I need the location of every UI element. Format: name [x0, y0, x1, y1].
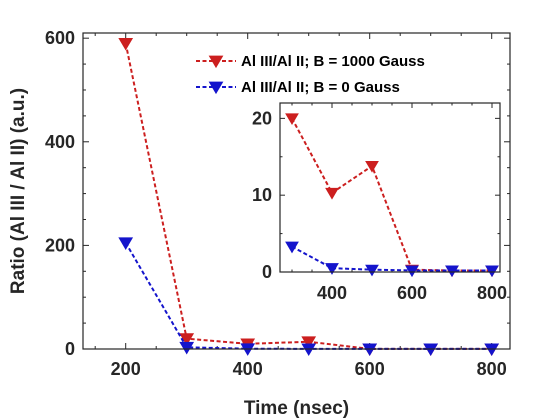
inset-data-point-1 [405, 265, 419, 278]
main-data-point-1 [118, 237, 134, 250]
inset-y-tick-label: 0 [262, 262, 272, 282]
inset-data-point-1 [485, 265, 499, 278]
inset-plot: 400 600 800 0 10 20 [252, 102, 507, 303]
main-data-point-0 [179, 333, 195, 346]
main-y-tick-label: 600 [45, 28, 75, 48]
main-data-point-0 [118, 37, 134, 51]
main-axes-frame [82, 32, 511, 350]
inset-y-tick-label: 20 [252, 108, 272, 128]
legend-label-1: Al III/Al II; B = 0 Gauss [241, 79, 400, 96]
inset-data-point-1 [285, 241, 299, 254]
y-axis-label: Ratio (Al III / Al II) (a.u.) [8, 88, 29, 294]
inset-data-point-0 [325, 187, 339, 200]
main-y-tick-label: 0 [65, 339, 75, 359]
x-axis-label: Time (nsec) [244, 398, 349, 419]
inset-data-point-0 [285, 113, 299, 126]
inset-data-point-1 [445, 265, 459, 278]
inset-series-line-1 [291, 245, 492, 272]
main-x-tick-label: 600 [355, 359, 385, 379]
main-x-tick-label: 200 [111, 359, 141, 379]
legend-marker-1 [208, 81, 224, 95]
inset-y-tick-label: 10 [252, 185, 272, 205]
inset-data-point-1 [365, 264, 379, 277]
inset-x-tick-label: 400 [317, 283, 347, 303]
inset-x-tick-label: 600 [397, 283, 427, 303]
main-x-tick-label: 800 [477, 359, 507, 379]
main-data-point-0 [301, 336, 317, 349]
main-x-tick-label: 400 [233, 359, 263, 379]
legend-marker-0 [208, 55, 224, 69]
main-y-tick-label: 200 [45, 235, 75, 255]
legend-label-0: Al III/Al II; B = 1000 Gauss [241, 53, 425, 70]
legend: Al III/Al II; B = 1000 Gauss Al III/Al II… [196, 53, 425, 96]
inset-data-point-0 [365, 160, 379, 173]
inset-data-point-1 [325, 263, 339, 275]
inset-background [280, 103, 500, 272]
main-data-point-1 [179, 341, 195, 355]
main-y-tick-label: 400 [45, 132, 75, 152]
inset-x-tick-label: 800 [477, 283, 507, 303]
inset-axes-frame [279, 102, 501, 273]
